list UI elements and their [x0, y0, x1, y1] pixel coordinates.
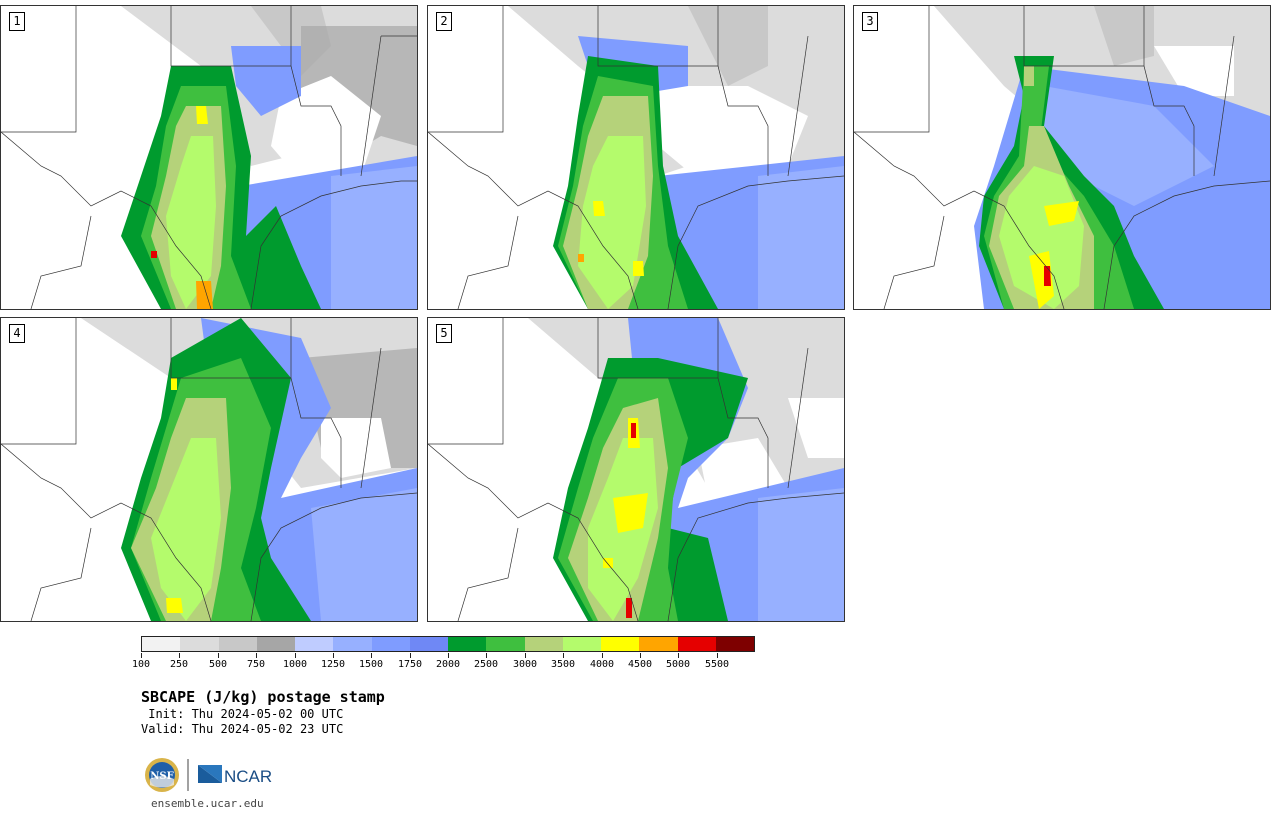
colorbar-ticks: 100 250 500 750 1000 1250 1500 1750 2000 2500 3000… [132, 653, 755, 677]
colorbar-swatch [486, 637, 525, 651]
colorbar-tick-label: 750 [246, 659, 266, 670]
colorbar-tick-mark [717, 653, 718, 658]
source-url: ensemble.ucar.edu [151, 797, 264, 810]
ensemble-member-panel-5: 5 [427, 317, 845, 622]
colorbar-tick-mark [295, 653, 296, 658]
product-title: SBCAPE (J/kg) postage stamp [141, 688, 385, 706]
panel-label: 4 [9, 324, 25, 343]
colorbar-tick-mark [448, 653, 449, 658]
panel-label: 5 [436, 324, 452, 343]
colorbar-tick-label: 5500 [704, 659, 730, 670]
colorbar-tick-label: 1500 [358, 659, 384, 670]
colorbar-swatch [409, 637, 448, 651]
colorbar-tick-mark [333, 653, 334, 658]
colorbar-swatch [371, 637, 410, 651]
sbcape-map [1, 318, 417, 621]
colorbar-tick-label: 2500 [473, 659, 499, 670]
sbcape-map [428, 318, 844, 621]
colorbar-swatch [295, 637, 334, 651]
colorbar-tick-mark [410, 653, 411, 658]
ncar-text: NCAR [224, 767, 272, 786]
nsf-logo: NSF [145, 758, 179, 792]
ncar-logo: NCAR [198, 765, 272, 786]
ensemble-member-panel-4: 4 [0, 317, 418, 622]
colorbar-tick-mark [371, 653, 372, 658]
colorbar-tick-mark [678, 653, 679, 658]
sbcape-map [428, 6, 844, 309]
colorbar-tick-mark [563, 653, 564, 658]
colorbar-tick-mark [525, 653, 526, 658]
colorbar-swatch [601, 637, 640, 651]
colorbar-tick-label: 2000 [435, 659, 461, 670]
colorbar-tick-mark [141, 653, 142, 658]
colorbar-tick-label: 250 [169, 659, 189, 670]
colorbar-tick-mark [640, 653, 641, 658]
valid-time: Valid: Thu 2024-05-02 23 UTC [141, 722, 344, 736]
sbcape-map [854, 6, 1270, 309]
logos: NSF NCAR [144, 757, 274, 793]
colorbar-swatch [180, 637, 219, 651]
colorbar-tick-label: 1750 [397, 659, 423, 670]
colorbar-tick-label: 1000 [282, 659, 308, 670]
nsf-text: NSF [150, 771, 173, 782]
colorbar-swatch [448, 637, 487, 651]
colorbar-tick-label: 4000 [589, 659, 615, 670]
colorbar-swatch [218, 637, 257, 651]
ensemble-member-panel-1: 1 [0, 5, 418, 310]
colorbar [141, 636, 755, 652]
colorbar-swatch [715, 637, 754, 651]
colorbar-tick-label: 5000 [665, 659, 691, 670]
colorbar-swatch [524, 637, 563, 651]
colorbar-tick-label: 4500 [627, 659, 653, 670]
panel-label: 3 [862, 12, 878, 31]
colorbar-tick-label: 500 [208, 659, 228, 670]
colorbar-tick-mark [218, 653, 219, 658]
ensemble-member-panel-3: 3 [853, 5, 1271, 310]
colorbar-tick-label: 3000 [512, 659, 538, 670]
init-time: Init: Thu 2024-05-02 00 UTC [141, 707, 344, 721]
sbcape-map [1, 6, 417, 309]
colorbar-swatch [256, 637, 295, 651]
colorbar-swatch [639, 637, 678, 651]
colorbar-tick-mark [602, 653, 603, 658]
colorbar-tick-mark [256, 653, 257, 658]
colorbar-tick-mark [486, 653, 487, 658]
colorbar-swatch [562, 637, 601, 651]
colorbar-tick-label: 100 [131, 659, 151, 670]
colorbar-swatch [677, 637, 716, 651]
colorbar-tick-label: 3500 [550, 659, 576, 670]
colorbar-swatch [142, 637, 181, 651]
colorbar-tick-mark [179, 653, 180, 658]
colorbar-tick-label: 1250 [320, 659, 346, 670]
panel-label: 1 [9, 12, 25, 31]
panel-label: 2 [436, 12, 452, 31]
ensemble-member-panel-2: 2 [427, 5, 845, 310]
colorbar-swatch [333, 637, 372, 651]
